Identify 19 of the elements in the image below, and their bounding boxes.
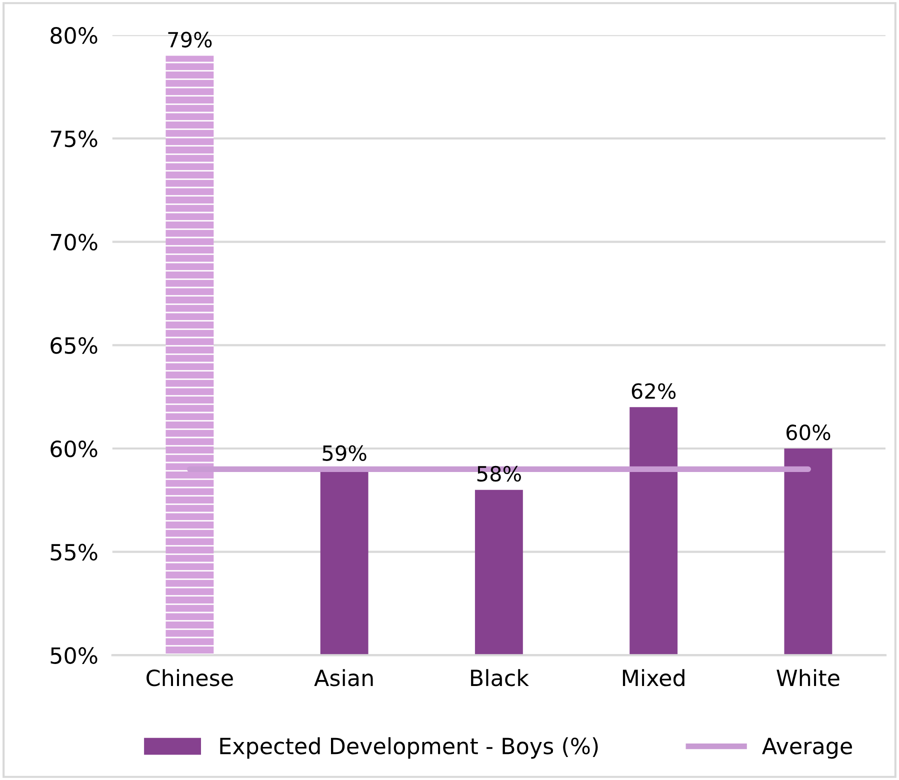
data-label: 59% (322, 445, 366, 461)
data-label: 79% (168, 32, 212, 48)
legend-label: Average (762, 738, 852, 759)
data-label: 60% (786, 424, 830, 440)
y-tick-label: 70% (50, 234, 98, 251)
x-tick-label: Mixed (622, 669, 684, 686)
x-tick-label: Chinese (146, 669, 233, 686)
x-tick-label: Asian (314, 669, 373, 686)
x-tick-label: White (776, 669, 840, 686)
data-label: 62% (632, 383, 676, 399)
y-tick-label: 65% (50, 337, 98, 354)
y-tick-label: 50% (50, 647, 98, 664)
x-tick-label: Black (471, 669, 529, 686)
y-tick-label: 60% (50, 440, 98, 458)
y-tick-label: 55% (50, 544, 98, 561)
y-tick-label: 80% (50, 27, 98, 44)
legend-label: Expected Development - Boys (%) (220, 737, 598, 759)
y-tick-label: 75% (50, 130, 98, 148)
data-label: 58% (477, 466, 521, 482)
